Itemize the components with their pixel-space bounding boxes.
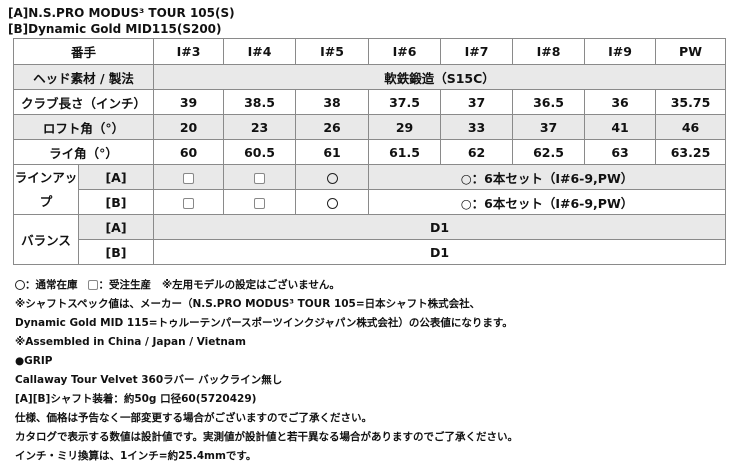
made-to-order-icon — [183, 197, 195, 209]
lie-row: ライ角（°） 60 60.5 61 61.5 62 62.5 63 63.25 — [12, 139, 727, 165]
loft-value: 20 — [153, 114, 225, 140]
lie-value: 62 — [440, 139, 514, 165]
length-value: 36.5 — [512, 89, 586, 115]
lineup-row-a: ラインアップ [A] ○：6本セット（I#6-9,PW） — [13, 164, 727, 215]
balance-value: D1 — [153, 214, 727, 240]
balance-a-label: [A] — [77, 214, 155, 240]
made-to-order-icon — [254, 172, 266, 184]
lie-value: 60.5 — [223, 139, 297, 165]
loft-value: 23 — [223, 114, 297, 140]
lie-value: 61 — [295, 139, 370, 165]
row-label: クラブ長さ（インチ） — [12, 89, 155, 115]
note-line: [A][B]シャフト装着：約50g 口径60(5720429) — [15, 393, 257, 405]
lie-value: 63.25 — [655, 139, 727, 165]
length-value: 37.5 — [368, 89, 442, 115]
note-line: カタログで表示する数値は設計値です。実測値が設計値と若干異なる場合がありますので… — [15, 431, 518, 443]
square-icon — [88, 280, 99, 290]
made-to-order-icon — [254, 197, 266, 209]
shaft-b-title: [B]Dynamic Gold MID115(S200) — [8, 22, 222, 36]
lie-value: 63 — [584, 139, 657, 165]
lie-value: 61.5 — [368, 139, 442, 165]
row-label: ヘッド素材 / 製法 — [12, 64, 155, 90]
col-header: I#9 — [584, 38, 657, 65]
col-header: I#8 — [512, 38, 586, 65]
lineup-set: ○：6本セット（I#6-9,PW） — [368, 164, 727, 190]
balance-row-a: バランス [A] D1 — [13, 214, 727, 265]
col-header: I#6 — [368, 38, 442, 65]
length-value: 36 — [584, 89, 657, 115]
in-stock-icon — [326, 197, 338, 209]
balance-b-label: [B] — [77, 239, 155, 265]
in-stock-icon — [326, 172, 338, 184]
note-line: ※シャフトスペック値は、メーカー（N.S.PRO MODUS³ TOUR 105… — [15, 298, 481, 310]
note-line: インチ・ミリ換算は、1インチ=約25.4mmです。 — [15, 450, 257, 462]
row-label: ロフト角（°） — [12, 114, 155, 140]
loft-row: ロフト角（°） 20 23 26 29 33 37 41 46 — [12, 114, 727, 140]
row-label: バランス — [13, 214, 79, 265]
length-value: 38 — [295, 89, 370, 115]
loft-value: 29 — [368, 114, 442, 140]
length-value: 38.5 — [223, 89, 297, 115]
loft-value: 26 — [295, 114, 370, 140]
loft-value: 33 — [440, 114, 514, 140]
notes: ：通常在庫 ：受注生産 ※左用モデルの設定はございません。 ※シャフトスペック値… — [15, 276, 518, 466]
balance-row-b: [B] D1 — [14, 239, 727, 265]
col-header: I#5 — [295, 38, 370, 65]
note-line: Dynamic Gold MID 115=トゥルーテンパースポーツインクジャパン… — [15, 317, 513, 329]
col-header: I#4 — [223, 38, 297, 65]
length-row: クラブ長さ（インチ） 39 38.5 38 37.5 37 36.5 36 35.75 — [12, 89, 727, 115]
lie-value: 60 — [153, 139, 225, 165]
lie-value: 62.5 — [512, 139, 586, 165]
col-header: PW — [655, 38, 727, 65]
shaft-a-title: [A]N.S.PRO MODUS³ TOUR 105(S) — [8, 6, 235, 20]
spec-table: 番手 I#3 I#4 I#5 I#6 I#7 I#8 I#9 PW ヘッド素材 … — [12, 38, 727, 265]
lineup-a-label: [A] — [77, 164, 155, 190]
header-label: 番手 — [12, 38, 155, 65]
lineup-row-b: [B] ○：6本セット（I#6-9,PW） — [14, 189, 727, 215]
note-line: ※Assembled in China / Japan / Vietnam — [15, 336, 246, 348]
loft-value: 41 — [584, 114, 657, 140]
col-header: I#7 — [440, 38, 514, 65]
length-value: 35.75 — [655, 89, 727, 115]
row-label: ラインアップ — [13, 164, 79, 215]
length-value: 37 — [440, 89, 514, 115]
note-line: ●GRIP — [15, 355, 53, 367]
col-header: I#3 — [153, 38, 225, 65]
note-line: Callaway Tour Velvet 360ラバー バックライン無し — [15, 374, 283, 386]
row-label: ライ角（°） — [12, 139, 155, 165]
legend-line: ：通常在庫 ：受注生産 ※左用モデルの設定はございません。 — [15, 276, 518, 295]
loft-value: 46 — [655, 114, 727, 140]
note-line: 仕様、価格は予告なく一部変更する場合がございますのでご了承ください。 — [15, 412, 372, 424]
circle-icon — [15, 280, 25, 290]
header-row: 番手 I#3 I#4 I#5 I#6 I#7 I#8 I#9 PW — [12, 38, 727, 65]
lineup-b-label: [B] — [77, 189, 155, 215]
lineup-set: ○：6本セット（I#6-9,PW） — [368, 189, 727, 215]
loft-value: 37 — [512, 114, 586, 140]
head-material-row: ヘッド素材 / 製法 軟鉄鍛造（S15C） — [12, 64, 727, 90]
length-value: 39 — [153, 89, 225, 115]
head-material-value: 軟鉄鍛造（S15C） — [153, 64, 727, 90]
balance-value: D1 — [153, 239, 727, 265]
made-to-order-icon — [183, 172, 195, 184]
